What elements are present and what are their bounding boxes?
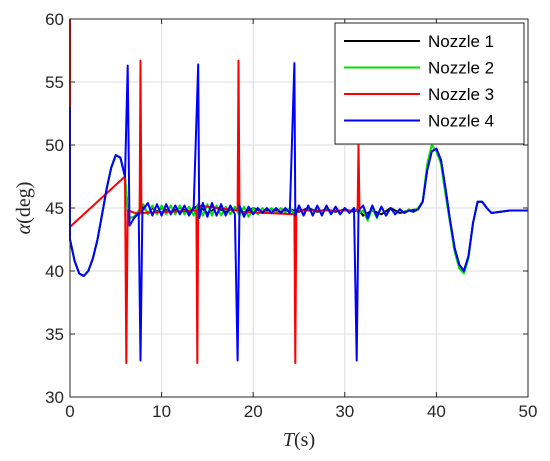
y-tick-label: 30 [45,388,64,407]
series-line-nozzle-3 [69,19,361,364]
legend: Nozzle 1 Nozzle 2 Nozzle 3 Nozzle 4 [334,22,525,145]
x-axis-symbol: T [283,429,296,451]
y-tick-label: 50 [45,136,64,155]
x-tick-label: 0 [65,402,74,421]
y-axis-label: α(deg) [13,182,35,235]
y-tick-label: 35 [45,325,64,344]
x-tick-label: 30 [335,402,354,421]
series-layer [69,19,528,364]
x-axis-label: T(s) [283,429,315,451]
x-tick-label: 10 [152,402,171,421]
y-tick-label: 45 [45,199,64,218]
x-tick-label: 40 [427,402,446,421]
legend-label-nozzle-4: Nozzle 4 [428,112,494,131]
legend-label-nozzle-3: Nozzle 3 [428,85,494,104]
y-axis-symbol: α [13,223,35,234]
x-tick-label: 20 [244,402,263,421]
y-tick-label: 40 [45,262,64,281]
series-line-nozzle-4 [69,62,528,362]
legend-box [334,22,525,145]
ticks [69,18,529,398]
y-tick-label: 60 [45,10,64,29]
tick-labels: 0 10 20 30 40 50 30 35 40 45 50 55 60 [45,10,537,421]
y-axis-unit: (deg) [13,182,35,224]
legend-label-nozzle-2: Nozzle 2 [428,59,494,78]
legend-label-nozzle-1: Nozzle 1 [428,32,494,51]
x-tick-label: 50 [519,402,538,421]
y-tick-label: 55 [45,73,64,92]
x-axis-unit: (s) [294,429,315,451]
